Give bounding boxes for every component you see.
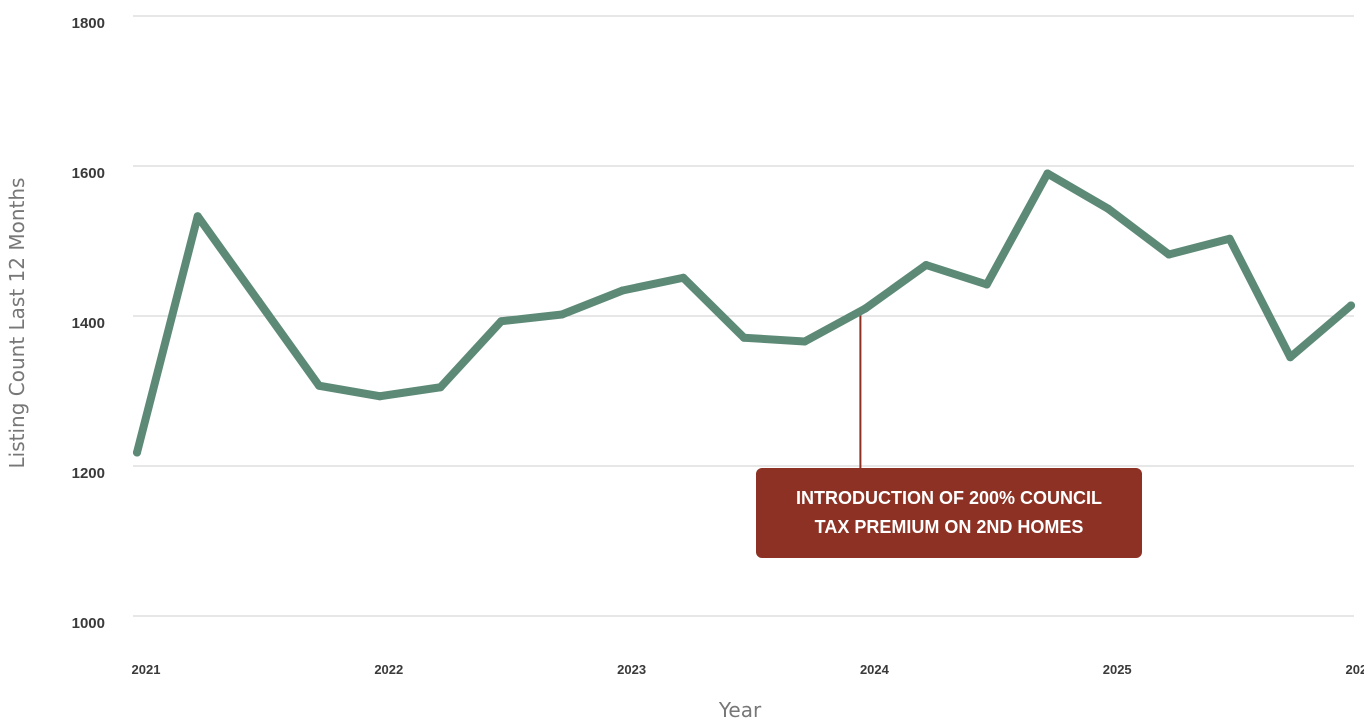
series-line xyxy=(133,169,1355,457)
y-tick-label: 1400 xyxy=(72,315,105,332)
data-point xyxy=(800,337,809,346)
y-axis-title: Listing Count Last 12 Months xyxy=(5,178,29,469)
data-point xyxy=(1104,204,1113,213)
y-axis-ticks: 1000 1200 1400 1600 1800 xyxy=(72,15,105,632)
data-point xyxy=(679,273,688,282)
data-point xyxy=(436,383,445,392)
data-point xyxy=(1164,250,1173,259)
x-tick-label: 2022 xyxy=(374,662,403,677)
x-axis-ticks: 2021 2022 2023 2024 2025 2026 xyxy=(132,662,1364,677)
y-tick-label: 1200 xyxy=(72,465,105,482)
data-point xyxy=(740,333,748,342)
data-point xyxy=(193,212,202,221)
x-tick-label: 2021 xyxy=(132,662,161,677)
annotation-callout: INTRODUCTION OF 200% COUNCIL TAX PREMIUM… xyxy=(756,468,1142,558)
data-point xyxy=(1043,169,1052,178)
data-point xyxy=(861,304,870,313)
x-tick-label: 2026 xyxy=(1346,662,1364,677)
x-tick-label: 2023 xyxy=(617,662,646,677)
data-point xyxy=(315,381,324,390)
x-tick-label: 2025 xyxy=(1103,662,1132,677)
data-point xyxy=(497,317,506,326)
grid-lines xyxy=(133,15,1354,617)
x-tick-label: 2024 xyxy=(860,662,890,677)
y-tick-label: 1800 xyxy=(72,15,105,32)
data-point xyxy=(133,448,141,457)
data-point xyxy=(1225,234,1234,243)
data-point xyxy=(618,286,627,295)
series-layer xyxy=(133,169,1355,457)
data-point xyxy=(557,310,566,319)
data-point xyxy=(922,261,931,269)
data-point xyxy=(375,392,384,401)
data-point xyxy=(1286,353,1295,362)
x-axis-title: Year xyxy=(718,698,762,718)
data-point xyxy=(982,280,991,289)
data-point xyxy=(254,297,263,305)
y-tick-label: 1600 xyxy=(72,165,105,182)
y-tick-label: 1000 xyxy=(72,615,105,632)
data-point xyxy=(1347,301,1355,310)
